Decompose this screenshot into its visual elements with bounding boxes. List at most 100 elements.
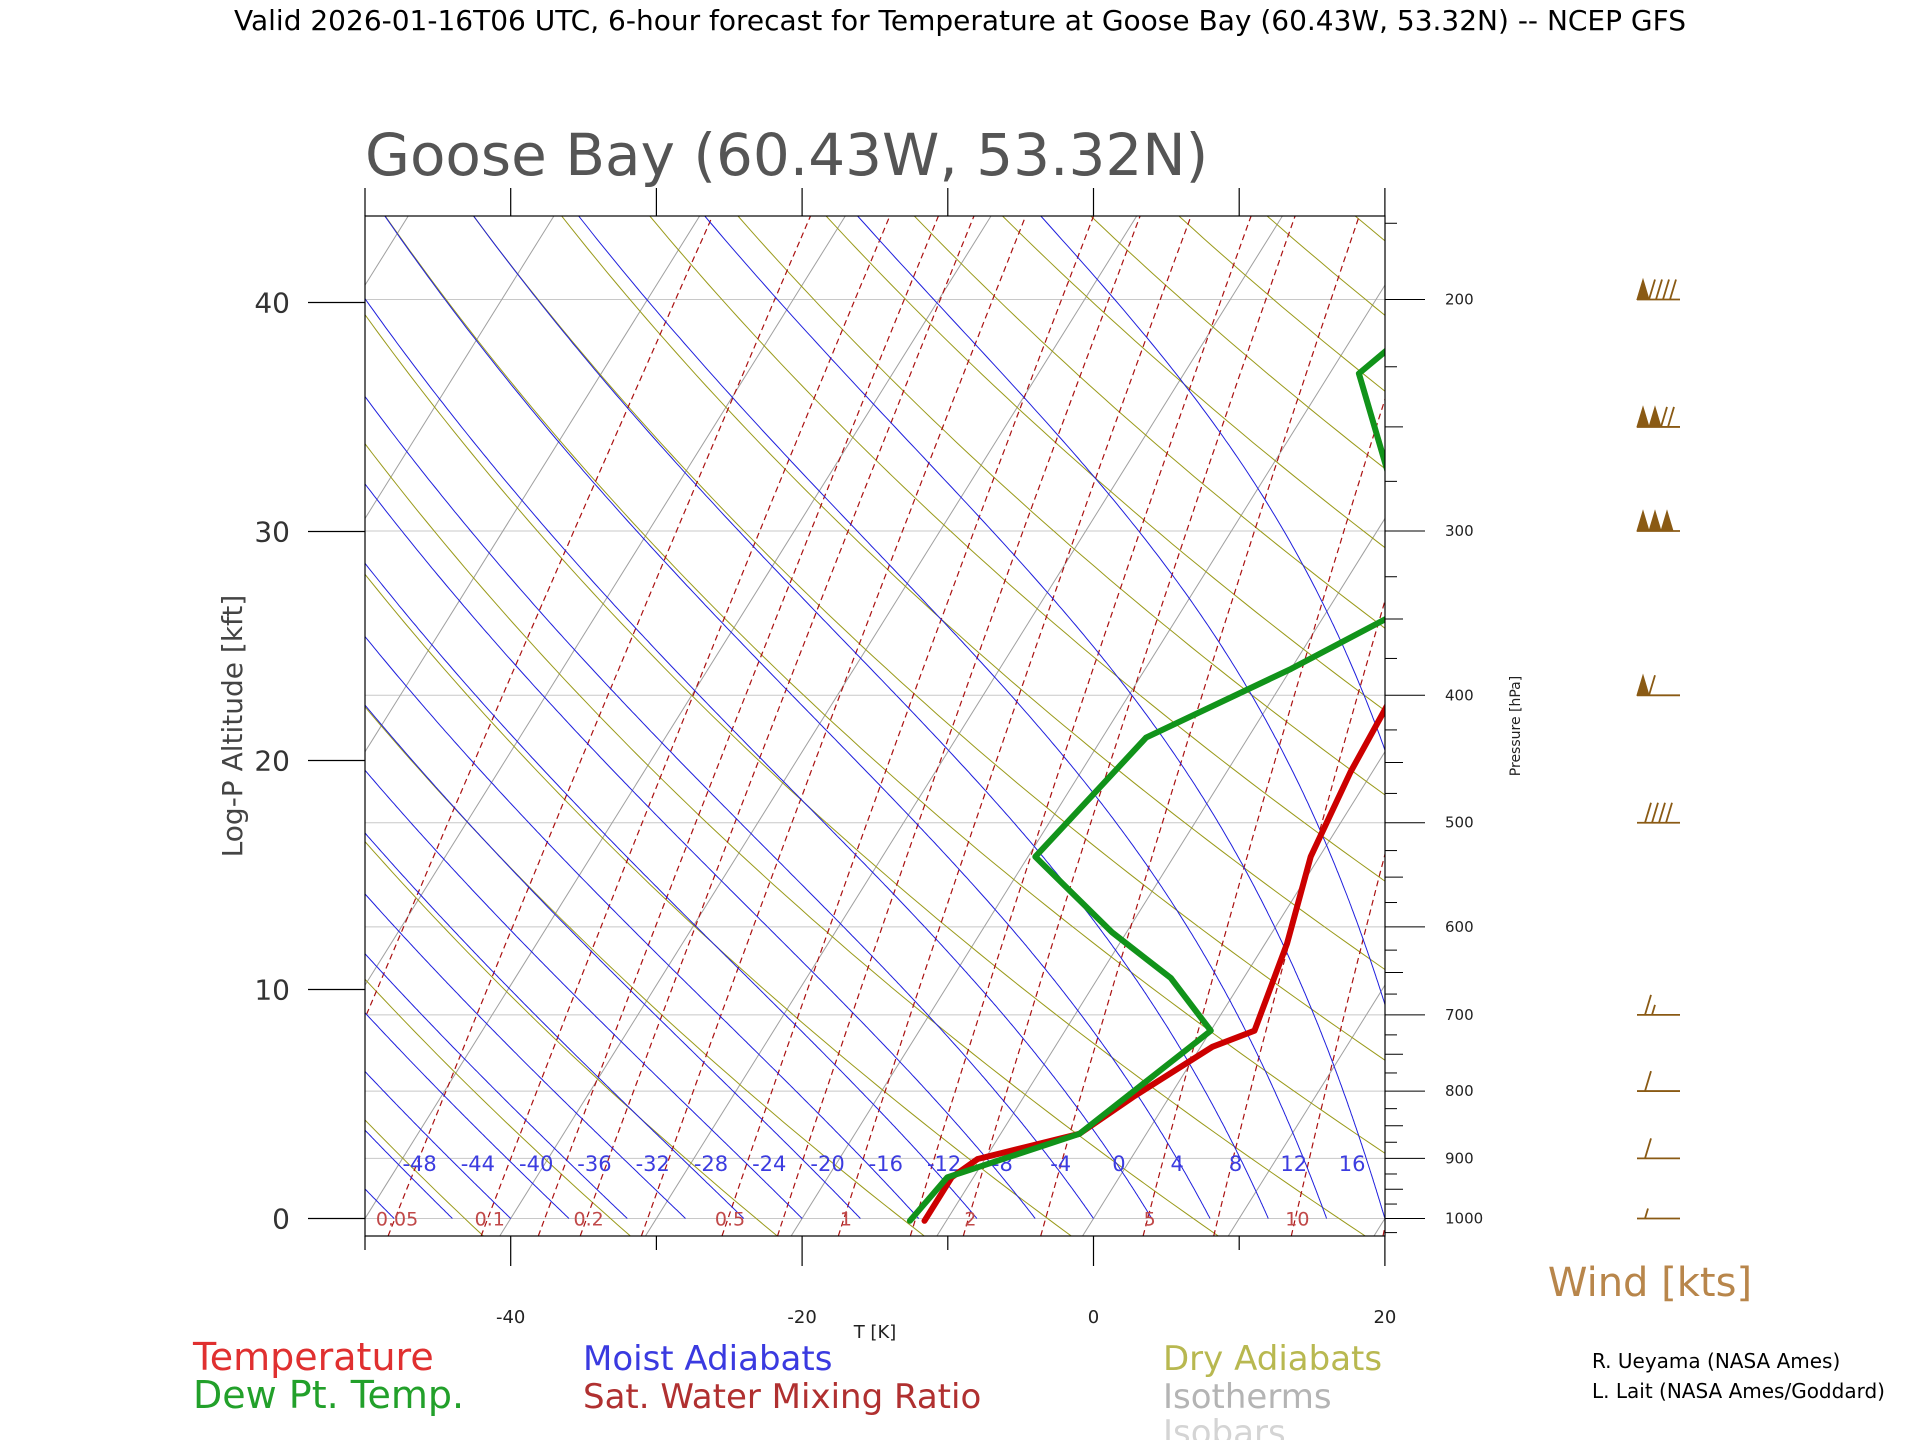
wind-barb-full [1659, 803, 1665, 823]
isotherm-line [1648, 211, 1920, 1264]
moist-adiabat-line [577, 213, 1327, 1218]
dry-adiabat-line [209, 216, 1218, 1236]
isotherm-line [191, 211, 849, 1264]
x-tick-label: 20 [1373, 1307, 1396, 1328]
wind-barb-half [1645, 1209, 1648, 1219]
moist-adiabat-label: 8 [1229, 1152, 1242, 1176]
wind-barb-full [1668, 407, 1674, 427]
background-grid [0, 211, 1920, 1264]
mixing-ratio-label: 2 [964, 1208, 976, 1230]
mixing-ratio-line [641, 216, 1025, 1236]
dry-adiabat-line [297, 216, 1365, 1236]
y-tick-label: 0 [272, 1203, 290, 1236]
wind-barb-full [1649, 280, 1655, 300]
moist-adiabat-line [307, 213, 1152, 1218]
isotherm-line [45, 211, 703, 1264]
y-tick-label: 20 [254, 745, 290, 778]
moist-adiabat-line [0, 213, 569, 1218]
dry-adiabat-line [1091, 216, 1920, 1236]
wind-pennant [1661, 511, 1673, 531]
dry-adiabat-line [1532, 216, 1920, 1236]
wind-barb [1637, 1071, 1680, 1091]
wind-barb-full [1656, 280, 1662, 300]
mixing-ratio-line [778, 216, 1141, 1236]
moist-adiabat-label: -32 [636, 1152, 670, 1176]
isotherm-line [1502, 211, 1920, 1264]
mixing-ratio-label: 0.5 [715, 1208, 745, 1230]
moist-adiabat-label: -44 [461, 1152, 495, 1176]
dry-adiabat-line [385, 216, 1512, 1236]
mixing-ratio-line [1143, 216, 1444, 1236]
dewpoint-profile [910, 234, 1526, 1221]
plot-frame [365, 216, 1385, 1236]
y-tick-label: 30 [254, 516, 290, 549]
moist-adiabat-label: -4 [1050, 1152, 1071, 1176]
pressure-tick-label: 1000 [1445, 1210, 1483, 1228]
isotherm-line [0, 211, 120, 1264]
wind-barb [1637, 1209, 1680, 1219]
moist-adiabat-line [0, 213, 744, 1218]
wind-barb [1637, 1138, 1680, 1158]
isotherm-line [336, 211, 994, 1264]
dry-adiabat-line [1179, 216, 1920, 1236]
moist-adiabat-line [0, 213, 686, 1218]
pressure-tick-label: 400 [1445, 686, 1474, 704]
moist-adiabat-line [0, 213, 219, 1218]
wind-pennant [1649, 407, 1661, 427]
isotherm-line [628, 211, 1286, 1264]
dry-adiabat-line [0, 216, 777, 1236]
moist-adiabat-line [182, 213, 1036, 1218]
isotherm-line [919, 211, 1577, 1264]
y2-axis-label: Pressure [hPa] [1508, 676, 1524, 776]
pressure-tick-label: 500 [1445, 814, 1474, 832]
wind-barb-full [1645, 803, 1651, 823]
moist-adiabat-line [35, 213, 861, 1218]
dry-adiabat-line [33, 216, 925, 1236]
moist-adiabat-label: -28 [694, 1152, 728, 1176]
dry-adiabat-line [0, 216, 42, 1236]
pressure-tick-label: 200 [1445, 291, 1474, 309]
dry-adiabat-line [0, 216, 336, 1236]
legend-moist-adiabats: Moist Adiabats [583, 1339, 832, 1379]
dry-adiabat-line [1708, 216, 1920, 1236]
pressure-tick-label: 300 [1445, 522, 1474, 540]
moist-adiabat-line [0, 213, 394, 1218]
legend-dry-adiabats: Dry Adiabats [1163, 1339, 1382, 1379]
mixing-ratio-line [388, 216, 810, 1236]
dry-adiabat-line [738, 216, 1920, 1236]
credit-line-2: L. Lait (NASA Ames/Goddard) [1592, 1379, 1885, 1403]
moist-adiabat-label: -24 [752, 1152, 786, 1176]
moist-adiabat-line [241, 213, 1094, 1218]
wind-barb [1637, 675, 1680, 695]
x-tick-label: 0 [1088, 1307, 1099, 1328]
wind-pennant [1637, 511, 1649, 531]
wind-barb-full [1652, 803, 1658, 823]
moist-adiabat-line [129, 213, 977, 1218]
legend-mixing-ratio: Sat. Water Mixing Ratio [583, 1377, 981, 1417]
x-axis-label: T [K] [853, 1322, 897, 1343]
wind-pennant [1637, 407, 1649, 427]
pressure-tick-label: 700 [1445, 1006, 1474, 1024]
wind-barb [1637, 511, 1680, 531]
chart-title: Goose Bay (60.43W, 53.32N) [365, 121, 1208, 189]
mixing-ratio-line [274, 216, 713, 1236]
moist-adiabat-line [0, 213, 45, 1218]
mixing-ratio-label: 10 [1285, 1208, 1309, 1230]
moist-adiabat-line [383, 213, 1210, 1218]
moist-adiabat-line [0, 213, 511, 1218]
moist-adiabat-line [0, 213, 336, 1218]
moist-adiabat-line [855, 213, 1443, 1218]
isotherm-line [1211, 211, 1869, 1264]
mixing-ratio-line [838, 216, 1191, 1236]
y-tick-label: 10 [254, 974, 290, 1007]
wind-legend-label: Wind [kts] [1548, 1260, 1752, 1306]
wind-barb [1637, 407, 1680, 427]
pressure-tick-label: 600 [1445, 918, 1474, 936]
wind-barb [1637, 803, 1680, 823]
x-tick-label: -20 [787, 1307, 816, 1328]
legend-isobars: Isobars [1163, 1413, 1286, 1440]
dry-adiabat-line [1620, 216, 1920, 1236]
wind-barb-full [1663, 280, 1669, 300]
